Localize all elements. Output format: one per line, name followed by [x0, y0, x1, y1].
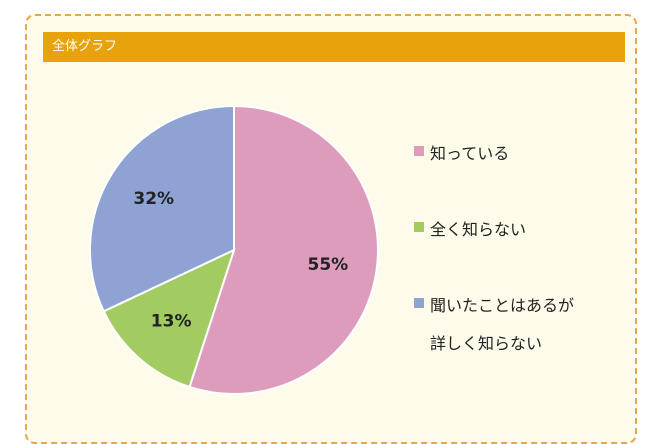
panel-title: 全体グラフ [43, 32, 625, 62]
legend-label: 全く知らない [430, 220, 527, 239]
pie-slice-unknown [102, 248, 236, 389]
data-label-known: 55% [308, 255, 349, 275]
legend-item-unknown: 全く知らない [414, 216, 526, 240]
pie-slice-known [188, 104, 379, 395]
pie-chart: 55% 13% 32% [89, 104, 379, 395]
legend-label: 知っている [430, 144, 510, 163]
legend-item-known: 知っている [414, 140, 509, 164]
legend-swatch [414, 298, 424, 308]
legend-swatch [414, 146, 424, 156]
legend-label-line2: 詳しく知らない [430, 334, 543, 353]
legend-label: 聞いたことはあるが [430, 296, 575, 315]
pie-slice-heard [89, 104, 235, 313]
legend-item-heard: 聞いたことはあるが 詳しく知らない [414, 292, 574, 354]
data-label-unknown: 13% [151, 311, 192, 331]
legend-swatch [414, 222, 424, 232]
data-label-heard: 32% [133, 189, 174, 209]
